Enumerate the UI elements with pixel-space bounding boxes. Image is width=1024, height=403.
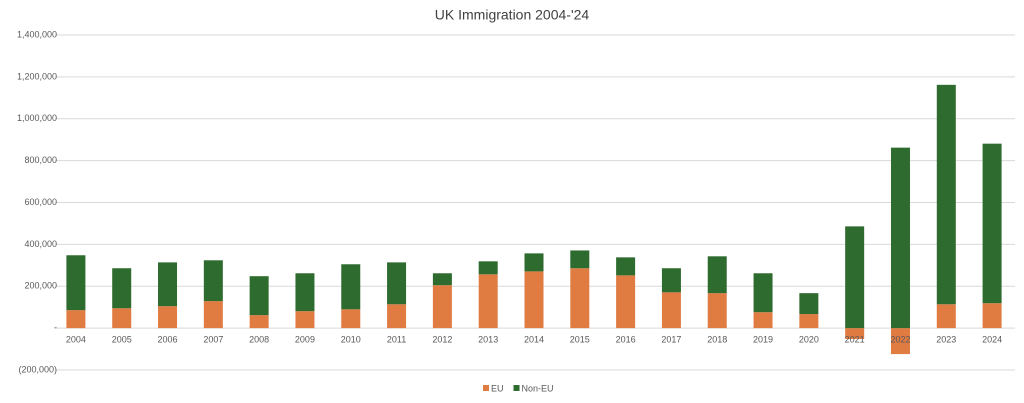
bar bbox=[112, 268, 132, 309]
x-tick-label: 2022 bbox=[890, 334, 910, 344]
bar bbox=[845, 328, 865, 340]
y-tick-label: 400,000 bbox=[24, 239, 57, 249]
x-tick-label: 2013 bbox=[478, 334, 498, 344]
bar bbox=[524, 253, 544, 272]
bar bbox=[982, 303, 1002, 329]
bar bbox=[616, 257, 636, 276]
bar bbox=[707, 256, 727, 294]
y-tick-label: 200,000 bbox=[24, 281, 57, 291]
bar bbox=[799, 293, 819, 315]
bar bbox=[66, 310, 86, 329]
bar bbox=[203, 301, 223, 329]
x-tick-label: 2007 bbox=[203, 334, 223, 344]
bar bbox=[753, 273, 773, 313]
x-tick-label: 2019 bbox=[753, 334, 773, 344]
bar bbox=[753, 312, 773, 329]
bar bbox=[478, 261, 498, 275]
bar bbox=[432, 285, 452, 329]
y-tick-label: - bbox=[54, 323, 57, 333]
bar bbox=[249, 315, 269, 329]
bar bbox=[112, 308, 132, 329]
y-tick-label: (200,000) bbox=[18, 364, 57, 374]
bar bbox=[936, 84, 956, 305]
x-tick-label: 2018 bbox=[707, 334, 727, 344]
y-tick-label: 800,000 bbox=[24, 155, 57, 165]
bar bbox=[66, 255, 86, 311]
x-tick-label: 2017 bbox=[661, 334, 681, 344]
x-tick-label: 2024 bbox=[982, 334, 1002, 344]
bar bbox=[387, 262, 407, 305]
chart-title: UK Immigration 2004-'24 bbox=[435, 7, 590, 23]
x-tick-label: 2006 bbox=[158, 334, 178, 344]
bar bbox=[341, 264, 361, 310]
y-tick-label: 1,400,000 bbox=[17, 29, 57, 39]
x-tick-label: 2014 bbox=[524, 334, 544, 344]
bar bbox=[890, 328, 910, 355]
bar bbox=[203, 260, 223, 302]
x-tick-label: 2008 bbox=[249, 334, 269, 344]
bar bbox=[799, 314, 819, 329]
bar bbox=[570, 268, 590, 329]
x-tick-label: 2015 bbox=[570, 334, 590, 344]
bar bbox=[341, 309, 361, 329]
bar bbox=[982, 143, 1002, 304]
x-tick-label: 2005 bbox=[112, 334, 132, 344]
bar bbox=[295, 273, 315, 312]
x-tick-label: 2020 bbox=[799, 334, 819, 344]
legend-label: Non-EU bbox=[522, 383, 554, 393]
bar bbox=[158, 262, 178, 307]
y-tick-label: 1,200,000 bbox=[17, 71, 57, 81]
y-tick-label: 600,000 bbox=[24, 197, 57, 207]
bar bbox=[249, 276, 269, 316]
x-tick-label: 2016 bbox=[616, 334, 636, 344]
bar bbox=[661, 292, 681, 329]
y-tick-label: 1,000,000 bbox=[17, 113, 57, 123]
bar bbox=[936, 304, 956, 329]
x-tick-label: 2021 bbox=[845, 334, 865, 344]
x-tick-label: 2004 bbox=[66, 334, 86, 344]
bar bbox=[524, 271, 544, 329]
bar bbox=[845, 226, 865, 329]
bar bbox=[890, 147, 910, 329]
bar bbox=[158, 306, 178, 329]
x-tick-label: 2009 bbox=[295, 334, 315, 344]
x-tick-label: 2011 bbox=[387, 334, 406, 344]
legend-swatch bbox=[483, 385, 489, 391]
bar bbox=[432, 273, 452, 286]
x-tick-label: 2010 bbox=[341, 334, 361, 344]
x-tick-label: 2012 bbox=[432, 334, 452, 344]
bar bbox=[707, 293, 727, 329]
bar bbox=[478, 274, 498, 329]
bar bbox=[570, 250, 590, 269]
legend-swatch bbox=[513, 385, 520, 391]
bar bbox=[387, 304, 407, 329]
bar bbox=[295, 311, 315, 329]
bar bbox=[661, 268, 681, 293]
legend-label: EU bbox=[491, 383, 504, 393]
x-tick-label: 2023 bbox=[936, 334, 956, 344]
bar bbox=[616, 275, 636, 329]
